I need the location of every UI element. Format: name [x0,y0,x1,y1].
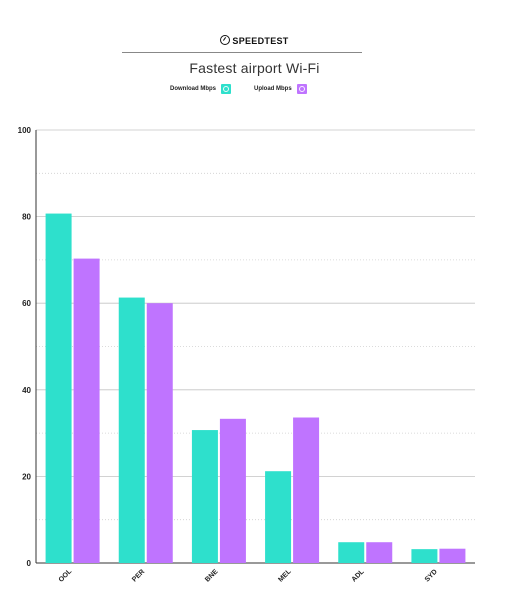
bar-adl-download [338,542,365,563]
x-tick-label: MEL [277,568,293,584]
y-tick-label: 100 [18,126,32,135]
bar-per-upload [146,303,173,563]
upload-icon [296,84,307,94]
x-tick-label: SYD [424,568,439,583]
bar-mel-download [265,471,292,563]
brand-name: SPEEDTEST [232,36,289,46]
bar-ool-download [45,213,72,563]
chart-title: Fastest airport Wi-Fi [189,60,320,76]
x-tick-label: OOL [58,568,74,584]
download-icon [221,84,231,94]
speedometer-icon [220,35,231,45]
y-tick-label: 60 [22,299,31,308]
title-divider [122,52,362,53]
bar-syd-download [411,549,438,563]
bar-adl-upload [366,542,393,563]
legend-item-download: Download Mbps [170,84,231,94]
y-tick-label: 0 [27,559,32,568]
legend-label-upload: Upload Mbps [254,86,292,92]
bar-mel-upload [293,417,320,563]
x-tick-label: ADL [351,568,367,584]
bar-per-download [118,297,145,563]
bar-bne-download [191,430,218,563]
brand-logo: SPEEDTEST [0,35,509,46]
x-tick-label: BNE [204,568,220,584]
legend-item-upload: Upload Mbps [254,84,307,94]
bar-bne-upload [219,418,246,563]
y-tick-label: 80 [22,213,31,222]
x-tick-label: PER [131,568,146,583]
bar-syd-upload [439,548,466,563]
bar-ool-upload [73,258,100,563]
y-tick-label: 40 [22,386,31,395]
legend: Download Mbps Upload Mbps [0,84,509,98]
y-tick-label: 20 [22,472,31,481]
legend-label-download: Download Mbps [170,86,216,92]
